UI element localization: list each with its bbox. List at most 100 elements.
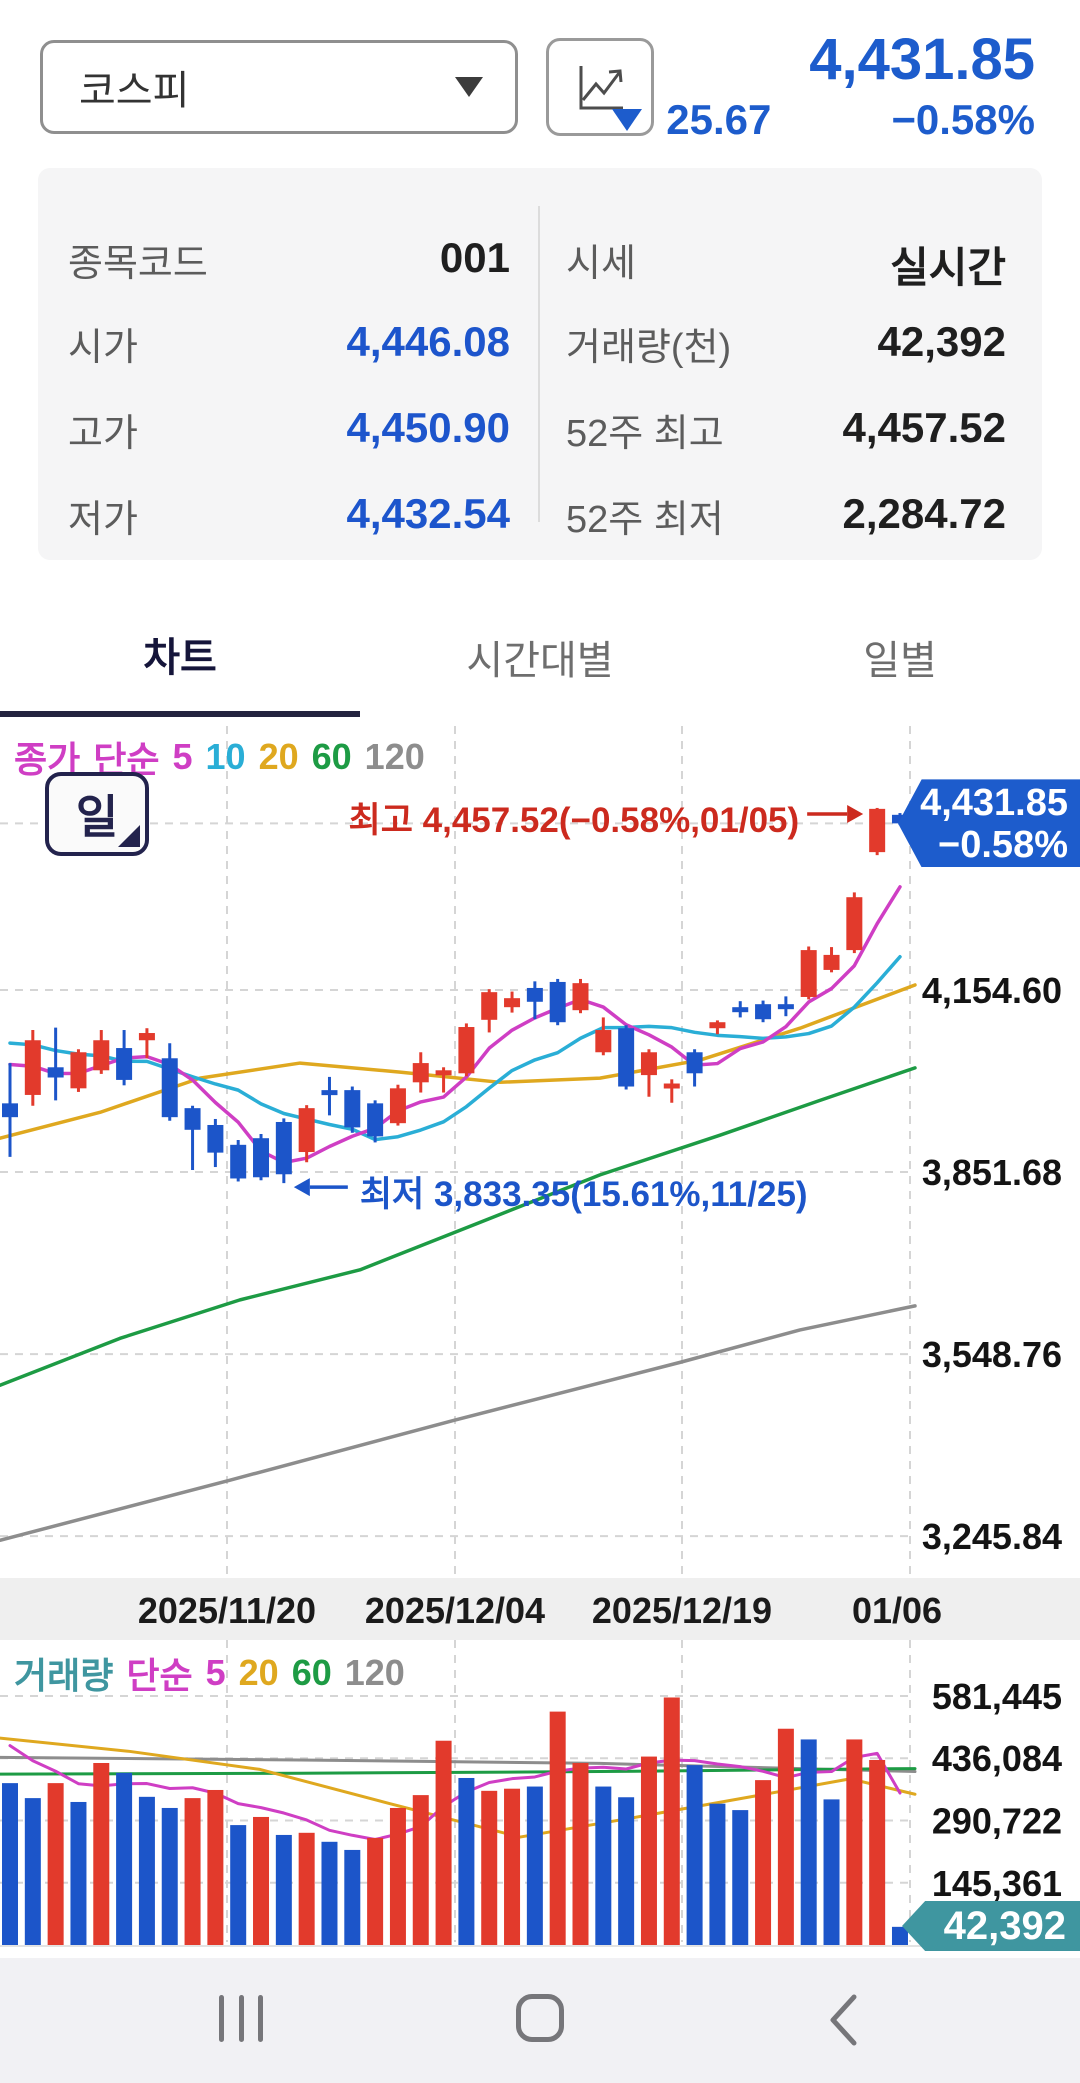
candle-body xyxy=(481,992,498,1020)
info-value: 4,432.54 xyxy=(346,490,511,537)
down-triangle-icon xyxy=(612,109,643,131)
low-arrow-head xyxy=(293,1178,310,1197)
legend-item: 10 xyxy=(205,736,246,777)
volume-bar xyxy=(116,1772,133,1945)
tab-by-time[interactable]: 시간대별 xyxy=(466,638,614,683)
badge-price: 4,431.85 xyxy=(920,782,1068,825)
volume-ma60-line xyxy=(0,1767,917,1776)
high-arrow-head xyxy=(847,805,864,823)
volume-bar xyxy=(732,1810,749,1945)
volume-bar xyxy=(70,1801,87,1945)
candle-body xyxy=(755,1004,772,1020)
candle-body xyxy=(207,1124,224,1153)
candle-body xyxy=(321,1090,338,1096)
candle-body xyxy=(412,1063,429,1083)
interval-button[interactable]: 일 xyxy=(45,772,149,856)
volume-bar xyxy=(595,1786,612,1945)
volume-bar xyxy=(800,1739,817,1945)
tab-daily[interactable]: 일별 xyxy=(863,638,937,683)
candle-body xyxy=(618,1028,635,1087)
info-label: 시가 xyxy=(68,326,138,369)
legend-item: 120 xyxy=(364,736,425,777)
candle-body xyxy=(549,981,566,1023)
candle-body xyxy=(640,1052,657,1076)
candle-body xyxy=(435,1070,452,1076)
candle-body xyxy=(663,1083,680,1089)
candle-body xyxy=(70,1052,87,1089)
legend-item: 거래량 xyxy=(14,1655,114,1696)
info-value: 2,284.72 xyxy=(842,490,1007,537)
volume-bar xyxy=(572,1762,589,1945)
legend-item: 20 xyxy=(258,736,299,777)
volume-bar xyxy=(504,1788,521,1945)
volume-bar xyxy=(298,1832,315,1945)
volume-bar xyxy=(891,1926,908,1945)
info-value: 4,446.08 xyxy=(346,318,511,365)
info-label: 시세 xyxy=(566,242,636,285)
current-volume-badge: 42,392 xyxy=(902,1901,1080,1951)
volume-bar xyxy=(640,1756,657,1945)
recent-apps-button[interactable] xyxy=(219,1995,263,2042)
index-change-row: 25.67 −0.58% xyxy=(612,96,1035,143)
volume-bar xyxy=(24,1798,41,1945)
volume-bar xyxy=(618,1797,635,1945)
volume-bar xyxy=(93,1762,110,1945)
volume-bar xyxy=(275,1834,292,1945)
candle-body xyxy=(93,1040,110,1071)
system-navbar xyxy=(0,1958,1080,2083)
candle-body xyxy=(732,1007,749,1013)
ma10-line xyxy=(8,955,902,1142)
volume-bar xyxy=(526,1786,543,1945)
volume-bar xyxy=(435,1740,452,1945)
corner-triangle-icon xyxy=(118,825,140,847)
candle-body xyxy=(275,1121,292,1175)
price-axis-label: 3,245.84 xyxy=(922,1516,1062,1557)
candle-body xyxy=(526,987,543,1002)
info-value: 42,392 xyxy=(877,318,1006,365)
chevron-down-icon xyxy=(455,77,483,97)
tab-chart[interactable]: 차트 xyxy=(0,596,360,717)
info-value: 001 xyxy=(439,234,510,281)
volume-bar xyxy=(2,1783,18,1945)
candle-body xyxy=(230,1144,247,1179)
volume-bar xyxy=(755,1780,772,1945)
candle-body xyxy=(504,998,521,1008)
volume-bar xyxy=(777,1728,794,1945)
candle-body xyxy=(161,1058,178,1118)
volume-bar xyxy=(367,1837,384,1945)
annotation-high: 최고 4,457.52(−0.58%,01/05) xyxy=(348,801,800,840)
candle-body xyxy=(116,1048,133,1080)
candle-body xyxy=(686,1052,703,1074)
candle-body xyxy=(24,1040,41,1095)
volume-legend: 거래량 단순 5 20 60 120 xyxy=(14,1652,405,1696)
legend-item: 5 xyxy=(205,1652,226,1693)
tab-bar: 차트 시간대별 일별 xyxy=(0,596,1080,717)
back-button[interactable] xyxy=(826,1992,860,2048)
volume-bar xyxy=(207,1789,224,1945)
legend-item: 5 xyxy=(172,736,193,777)
volume-bar xyxy=(869,1759,886,1945)
candle-body xyxy=(572,983,589,1011)
info-label: 종목코드 xyxy=(68,242,208,285)
symbol-label: 코스피 xyxy=(79,69,190,113)
info-value: 실시간 xyxy=(890,244,1006,291)
volume-bar xyxy=(709,1803,726,1945)
symbol-dropdown[interactable]: 코스피 xyxy=(40,40,518,134)
candle-body xyxy=(458,1027,475,1074)
date-axis-label: 2025/11/20 xyxy=(138,1590,316,1631)
quote-info-box: 종목코드 001 시가 4,446.08 고가 4,450.90 저가 4,43… xyxy=(38,168,1042,560)
volume-axis-label: 436,084 xyxy=(932,1738,1062,1779)
home-button[interactable] xyxy=(516,1994,564,2042)
info-value: 4,457.52 xyxy=(842,404,1007,451)
date-axis-label: 2025/12/04 xyxy=(365,1590,545,1631)
info-label: 거래량(천) xyxy=(566,326,732,369)
candle-body xyxy=(389,1088,406,1124)
candle-body xyxy=(184,1108,201,1130)
volume-bar xyxy=(846,1739,863,1945)
candle-body xyxy=(709,1022,726,1029)
index-price: 4,431.85 xyxy=(809,27,1035,92)
legend-item: 20 xyxy=(238,1652,279,1693)
badge-percent: −0.58% xyxy=(938,824,1068,867)
